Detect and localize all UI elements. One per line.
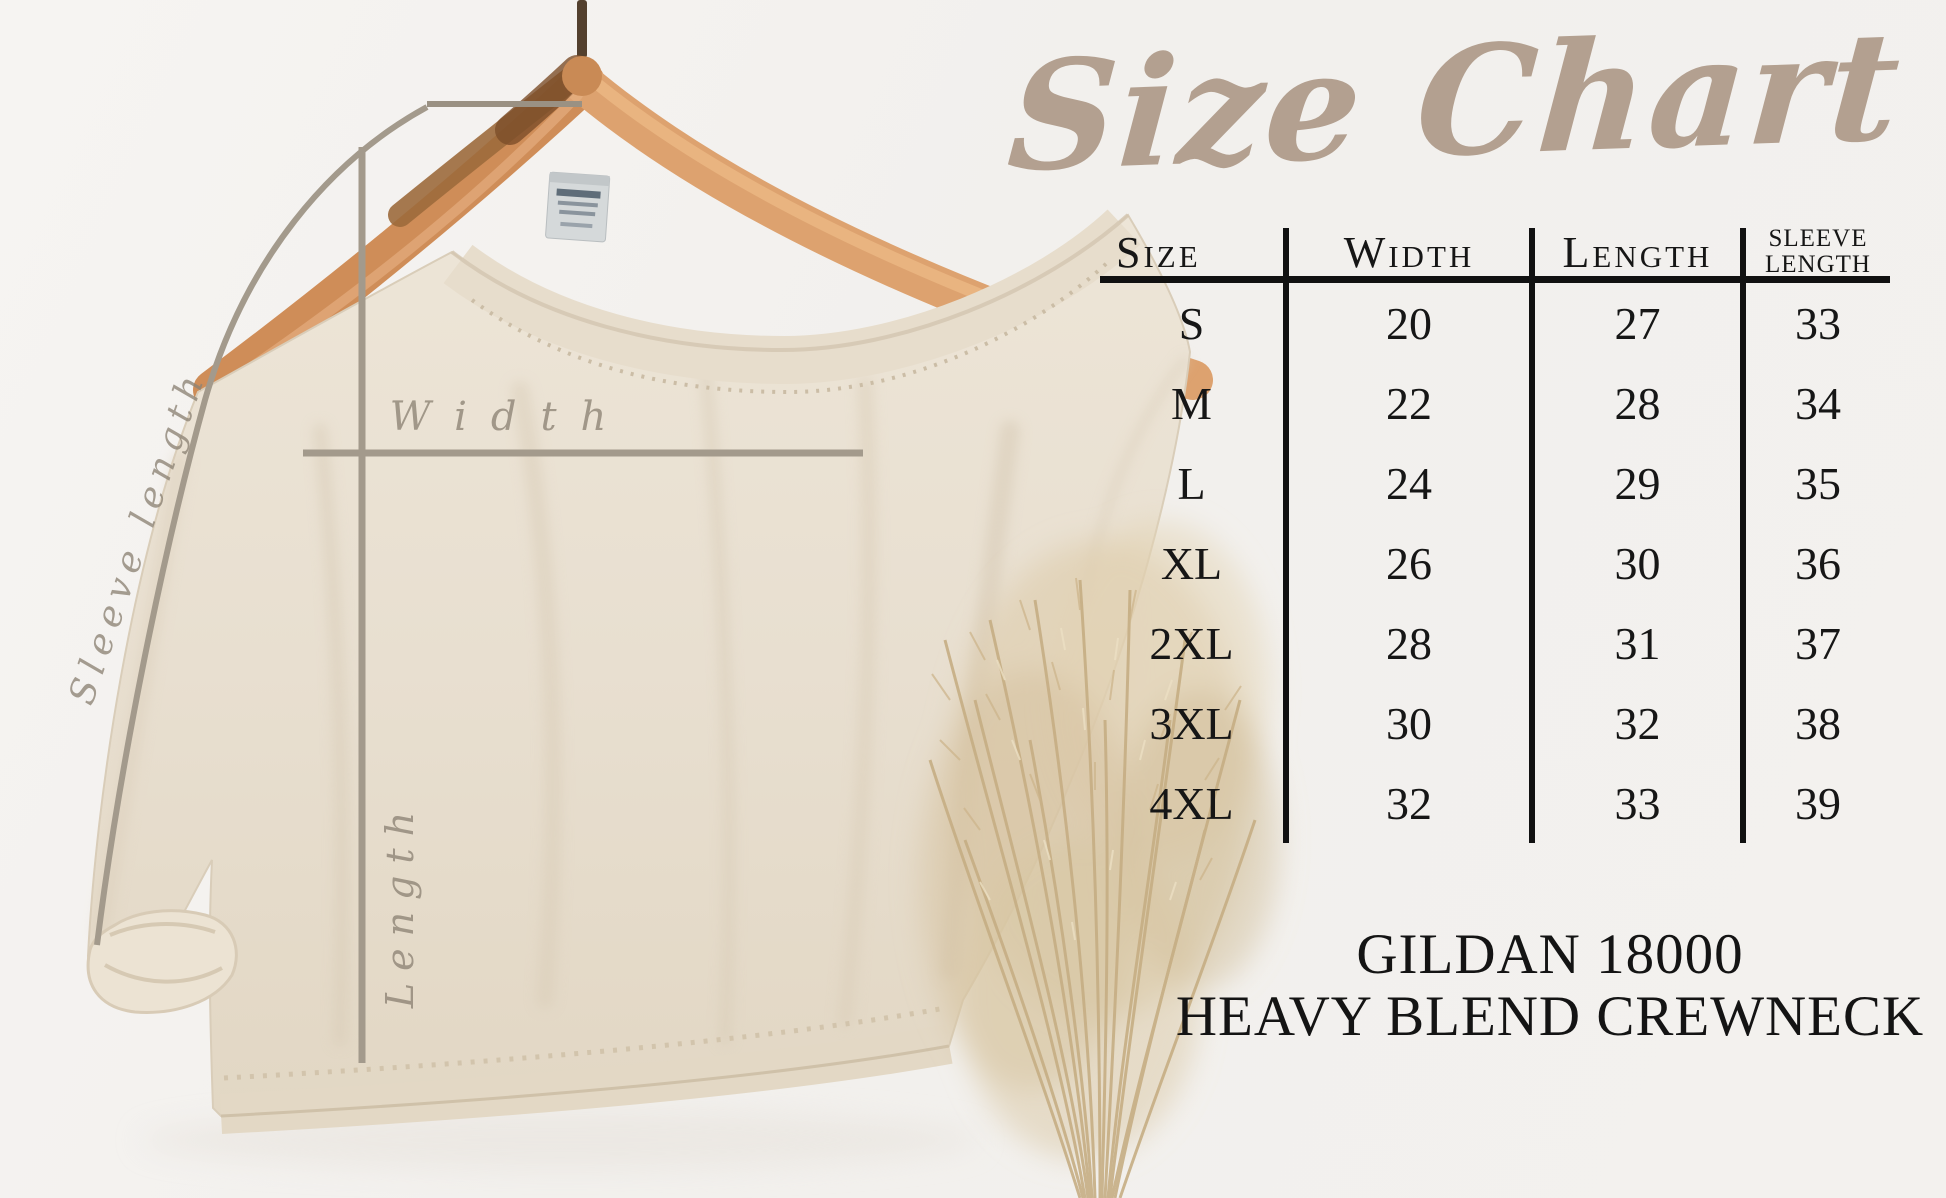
waistband (219, 1005, 953, 1134)
size-cell: M (1171, 377, 1212, 429)
measurement-lines (94, 101, 863, 1063)
page-title: Size Chart (1003, 0, 1907, 206)
size-cell: 3XL (1149, 697, 1234, 749)
width-cell: 20 (1283, 283, 1529, 363)
size-cell: 4XL (1149, 777, 1234, 829)
size-table: Size Width Length Sleeve Length S 20 27 … (1100, 225, 1890, 843)
size-cell: XL (1160, 537, 1223, 589)
sleeve-length-cell: 35 (1740, 443, 1890, 523)
product-name-line2: HEAVY BLEND CREWNECK (1175, 985, 1925, 1048)
sleeve-length-cell: 37 (1740, 603, 1890, 683)
sleeve-length-cell: 36 (1740, 523, 1890, 603)
length-cell: 33 (1529, 763, 1740, 843)
column-header-length: Length (1529, 228, 1740, 283)
sleeve-length-cell: 33 (1740, 283, 1890, 363)
sleeve-length-cell: 39 (1740, 763, 1890, 843)
width-cell: 22 (1283, 363, 1529, 443)
size-cell: L (1177, 457, 1206, 509)
product-name: GILDAN 18000 HEAVY BLEND CREWNECK (1145, 924, 1946, 1048)
length-cell: 31 (1529, 603, 1740, 683)
width-cell: 32 (1283, 763, 1529, 843)
width-cell: 24 (1283, 443, 1529, 523)
width-cell: 30 (1283, 683, 1529, 763)
column-header-width: Width (1283, 228, 1529, 283)
sleeve-length-cell: 34 (1740, 363, 1890, 443)
size-cell: 2XL (1149, 617, 1234, 669)
care-tag (545, 171, 611, 243)
hanger-hook (577, 0, 587, 58)
size-cell: S (1178, 297, 1205, 349)
grass-bouquet (920, 520, 1280, 1198)
length-cell: 29 (1529, 443, 1740, 523)
length-cell: 28 (1529, 363, 1740, 443)
sleeve-length-line (94, 104, 429, 946)
collar (443, 209, 1141, 395)
column-header-sleeve-length: Sleeve Length (1740, 225, 1890, 283)
sleeve-length-cell: 38 (1740, 683, 1890, 763)
product-name-line1: GILDAN 18000 (1356, 923, 1744, 986)
width-cell: 26 (1283, 523, 1529, 603)
length-cell: 30 (1529, 523, 1740, 603)
length-cell: 32 (1529, 683, 1740, 763)
length-cell: 27 (1529, 283, 1740, 363)
sleeve-cuff (86, 909, 238, 1014)
width-cell: 28 (1283, 603, 1529, 683)
column-header-size: Size (1100, 228, 1283, 283)
